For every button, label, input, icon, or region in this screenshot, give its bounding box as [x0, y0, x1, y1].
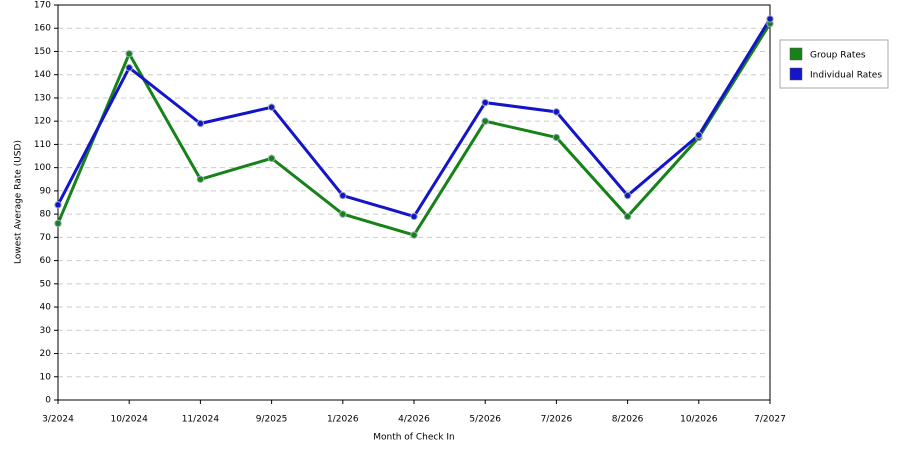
y-tick-label: 140 [34, 70, 51, 80]
data-point [54, 201, 62, 209]
data-point [125, 50, 133, 58]
data-point [552, 133, 561, 142]
data-point [54, 219, 62, 228]
y-tick-label: 100 [34, 163, 51, 173]
x-axis-title: Month of Check In [373, 433, 455, 443]
data-point [125, 64, 133, 72]
data-point [410, 231, 418, 239]
x-tick-label: 10/2026 [680, 415, 718, 425]
legend-swatch [789, 47, 803, 61]
data-point [695, 131, 703, 139]
x-tick-label: 7/2027 [754, 415, 786, 425]
y-tick-label: 10 [40, 372, 52, 382]
legend-label: Group Rates [810, 51, 866, 61]
data-point [623, 191, 632, 200]
y-tick-label: 40 [40, 303, 52, 313]
x-tick-label: 7/2026 [541, 415, 573, 425]
y-tick-label: 120 [34, 117, 51, 127]
x-tick-label: 9/2025 [256, 415, 288, 425]
data-point [196, 119, 205, 128]
x-tick-label: 8/2026 [612, 415, 644, 425]
data-point [481, 98, 489, 107]
y-tick-label: 30 [40, 326, 52, 336]
data-point [196, 175, 205, 183]
data-point [339, 191, 347, 200]
series-line [56, 22, 772, 237]
data-point [267, 154, 276, 163]
y-tick-label: 110 [34, 140, 51, 150]
y-tick-label: 80 [40, 210, 52, 220]
x-tick-label: 3/2024 [42, 415, 74, 425]
legend-box [779, 39, 889, 89]
y-tick-label: 50 [40, 279, 52, 289]
y-tick-label: 70 [40, 233, 52, 243]
data-point [623, 212, 632, 221]
y-tick-label: 0 [45, 396, 51, 406]
plot-frame [57, 4, 771, 401]
y-tick-label: 20 [40, 349, 52, 359]
y-tick-label: 130 [34, 93, 51, 103]
y-tick-label: 170 [34, 1, 51, 11]
y-tick-label: 60 [40, 256, 52, 266]
y-tick-label: 160 [34, 24, 51, 34]
y-tick-label: 150 [34, 47, 51, 57]
x-tick-label: 10/2024 [111, 415, 149, 425]
x-tick-label: 1/2026 [327, 415, 359, 425]
data-point [267, 103, 276, 111]
data-point [766, 15, 774, 23]
data-point [481, 117, 489, 125]
y-axis-title: Lowest Average Rate (USD) [14, 140, 24, 264]
x-tick-label: 5/2026 [469, 415, 501, 425]
data-point [410, 212, 418, 221]
legend-swatch [789, 67, 803, 81]
legend-label: Individual Rates [810, 71, 882, 81]
x-tick-label: 11/2024 [182, 415, 220, 425]
y-tick-label: 90 [40, 186, 52, 196]
data-point [339, 210, 347, 218]
data-point [552, 108, 561, 116]
x-tick-label: 4/2026 [398, 415, 430, 425]
